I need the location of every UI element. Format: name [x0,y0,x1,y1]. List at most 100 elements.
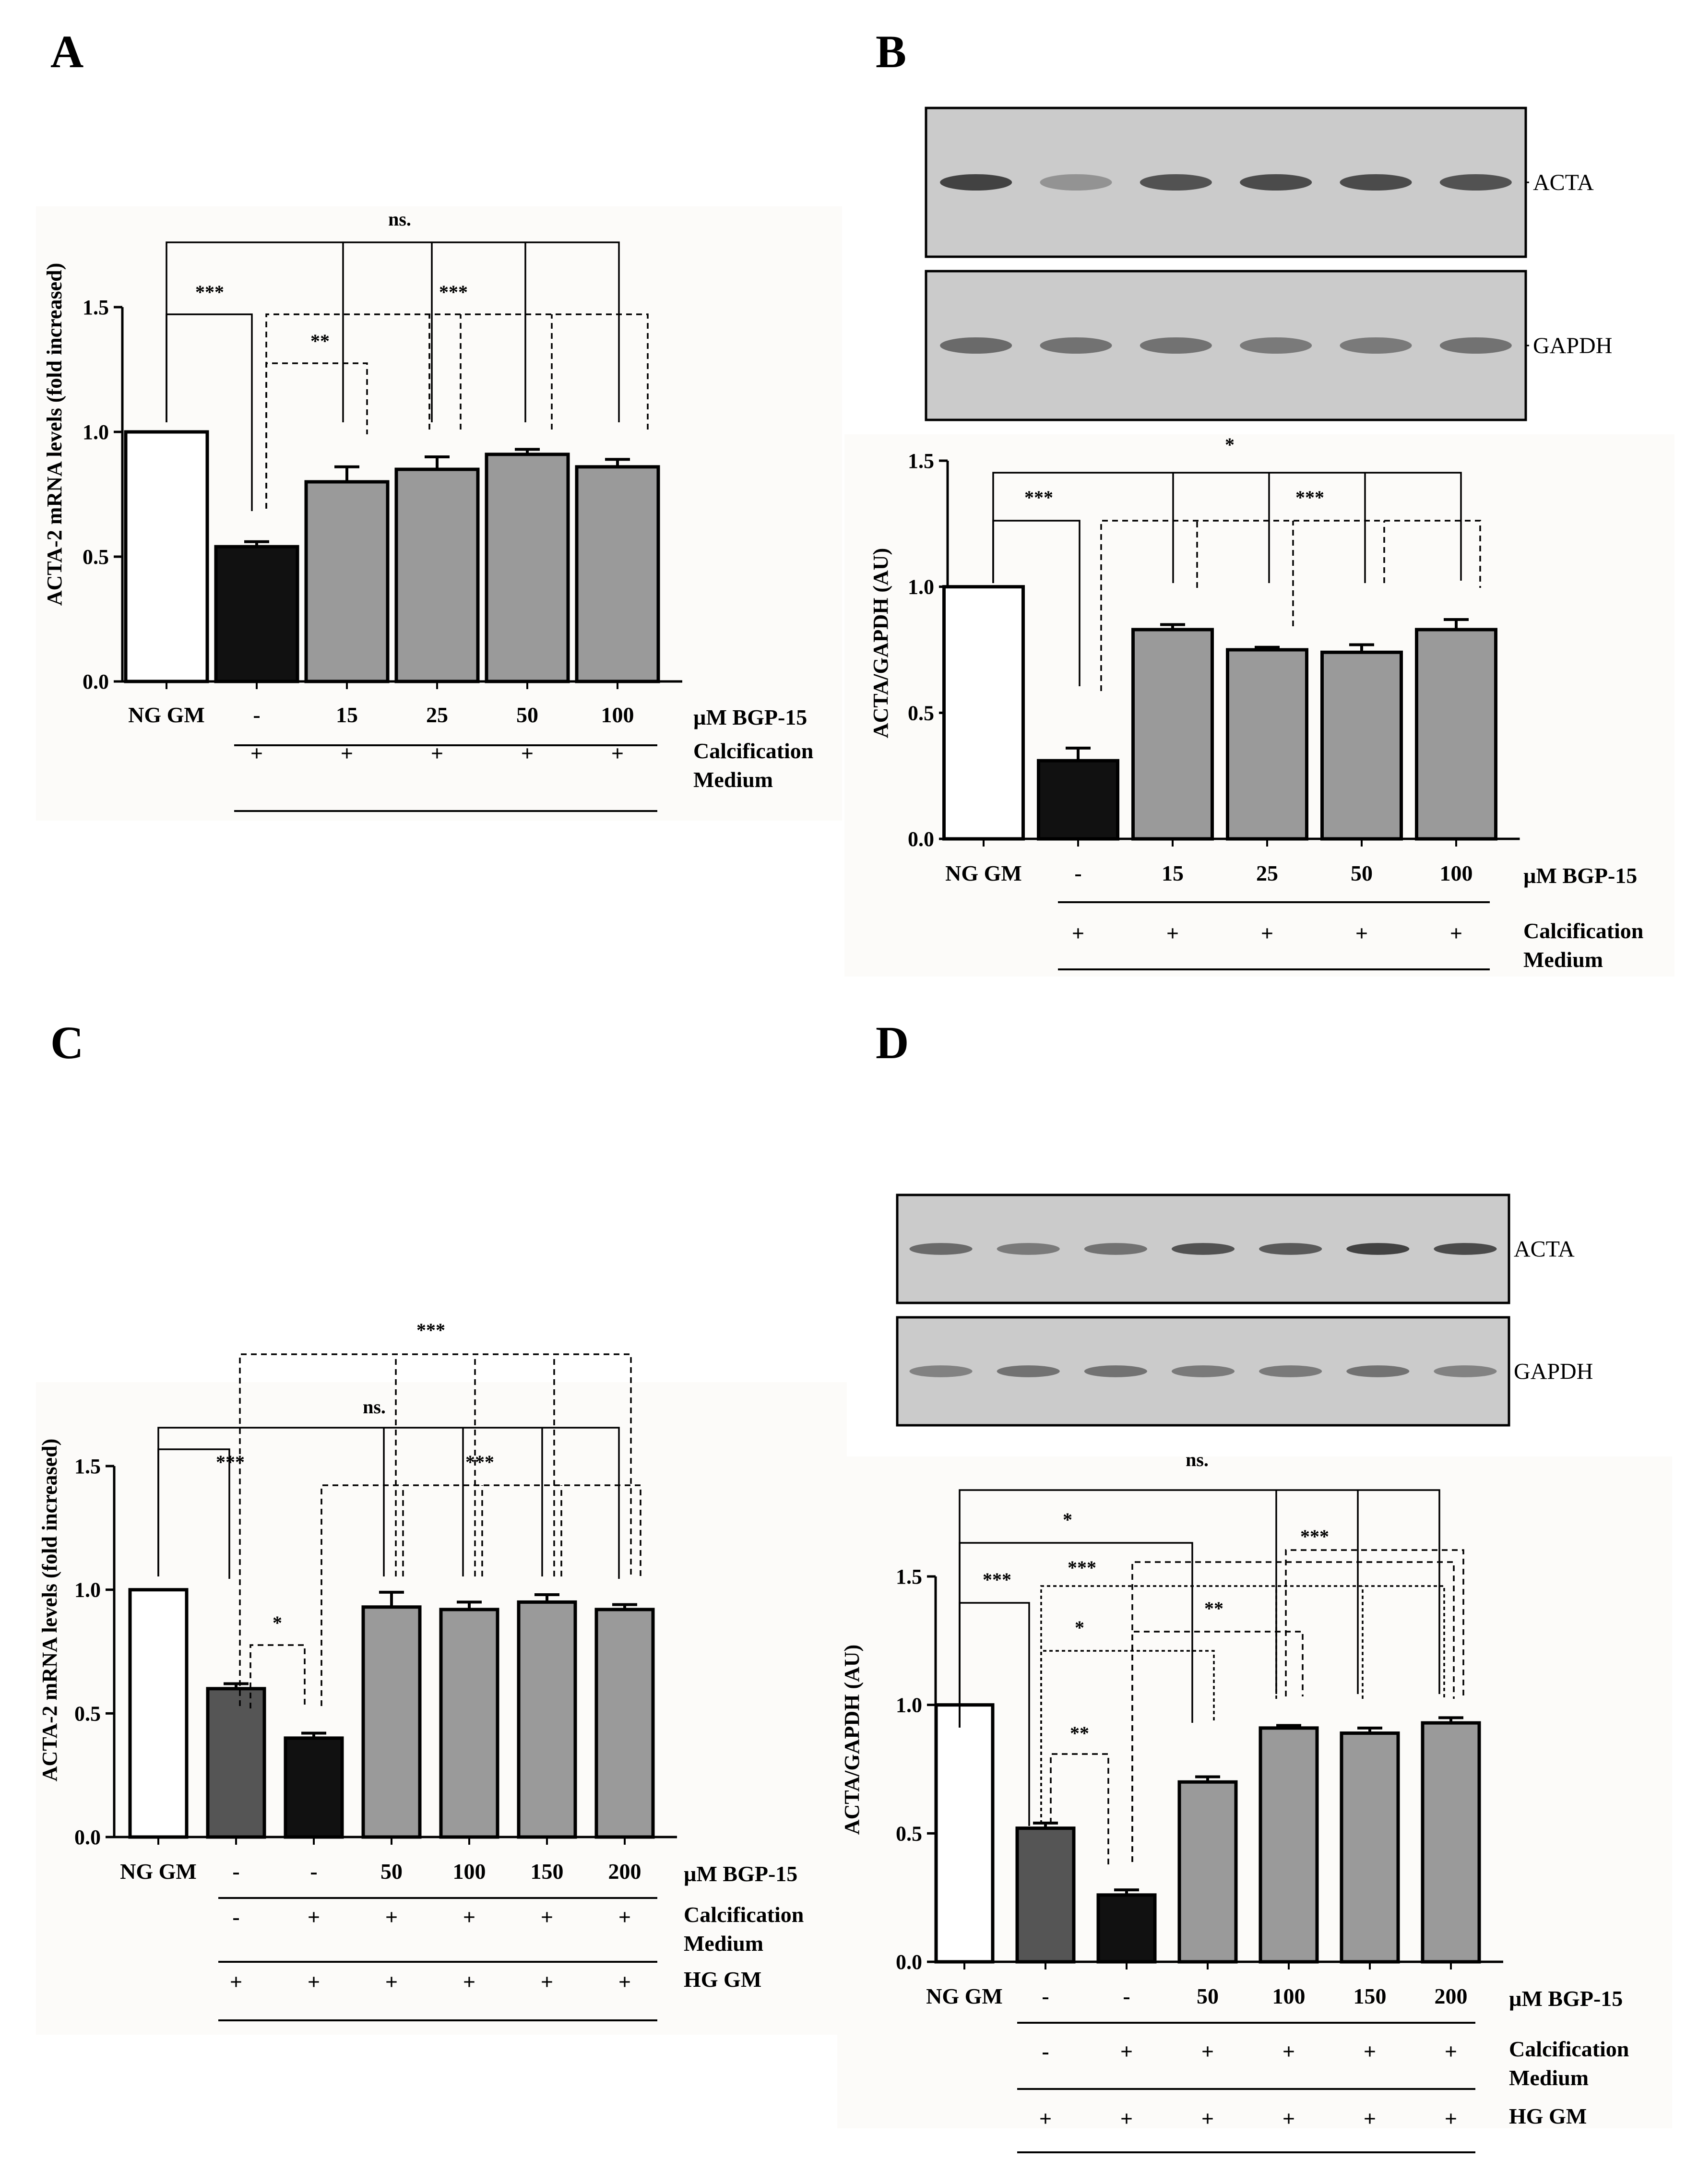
x-category-label: 15 [1162,861,1184,885]
sig-label: ns. [363,1396,386,1418]
treatment-label: µM BGP-15 [693,705,807,729]
condition-mark: + [611,741,624,765]
panel-letter-b: B [876,26,906,77]
panel-letter-a: A [50,26,83,77]
blot-band [1171,1365,1235,1377]
x-category-label: NG GM [128,703,205,727]
panel-c-y-label: ACTA-2 mRNA levels (fold increased) [38,1439,61,1782]
condition-mark: + [250,741,263,765]
blot-band [1140,174,1212,191]
y-tick-label: 0.5 [908,701,934,725]
blot-band [940,337,1012,354]
blot-band [1434,1243,1497,1255]
blot-band [997,1365,1060,1377]
bar [517,1600,577,1839]
band-label: GAPDH [1533,333,1612,358]
condition-row-label: HG GM [1509,2104,1587,2128]
bar [206,1687,266,1839]
condition-row-label: Calcification Medium [1523,919,1643,972]
sig-label: *** [1300,1526,1329,1547]
x-category-label: 100 [453,1859,486,1884]
condition-mark: + [1282,2106,1295,2131]
condition-mark: + [1120,2039,1133,2064]
x-category-label: 50 [380,1859,403,1884]
x-category-label: 25 [1256,861,1278,885]
blot-band [1340,337,1412,354]
blot-strip [925,107,1527,258]
band-label: ACTA [1514,1237,1575,1262]
condition-mark: + [1039,2106,1052,2131]
sig-label: ** [310,330,330,352]
condition-mark: + [1120,2106,1133,2131]
x-category-label: - [232,1859,239,1884]
y-tick-label: 0.0 [74,1826,101,1849]
panel-a-y-label: ACTA-2 mRNA levels (fold increased) [43,263,66,606]
blot-band [1171,1243,1235,1255]
x-category-label: - [1074,861,1081,885]
x-category-label: - [1123,1984,1130,2008]
panel-a-plot: 0.0 0.5 1.0 1.5 NG GM - 15 25 50 100 µM BGP-15 + + + +… [83,296,813,812]
sig-label: * [1063,1509,1072,1530]
panel-c-plot: 0.0 0.5 1.0 1.5 NG GM - - 50 100 150 200 µM BGP-15 -… [74,1455,804,2021]
x-category-label: NG GM [945,861,1022,885]
y-tick-label: 0.0 [908,827,934,851]
treatment-label: µM BGP-15 [684,1862,797,1886]
bar [1421,1721,1481,1964]
condition-row-label: Calcification Medium [1509,2037,1629,2090]
treatment-label: µM BGP-15 [1509,1986,1623,2011]
condition-mark: + [1445,2106,1457,2131]
condition-mark: + [308,1905,320,1929]
bar [1259,1726,1319,1964]
condition-mark: + [1072,921,1084,945]
bar [284,1736,344,1839]
blot-band [1346,1365,1410,1377]
condition-mark: + [431,741,443,765]
sig-label: *** [1295,487,1324,508]
condition-mark: + [1364,2106,1376,2131]
panel-a: A ACTA-2 mRNA levels (fold increased) 0.… [36,26,842,821]
blot-band [1084,1365,1147,1377]
y-tick-label: 0.5 [83,545,109,569]
x-category-label: NG GM [120,1859,197,1884]
condition-mark: + [1282,2039,1295,2064]
x-category-label: 50 [1351,861,1373,885]
bar [1037,759,1119,841]
blot-band [909,1243,973,1255]
x-category-label: 200 [608,1859,641,1884]
x-category-label: 100 [1440,861,1473,885]
blot-band [1084,1243,1147,1255]
condition-mark: - [1042,2039,1049,2064]
panel-b-y-label: ACTA/GAPDH (AU) [869,548,892,738]
y-tick-label: 0.0 [896,1950,922,1974]
blot-band [1346,1243,1410,1255]
x-category-label: - [253,703,260,727]
blot-band [1040,174,1112,191]
panel-b: B ACTA GAPDH ACTA/GAPDH (AU) 0.0 0.5 1.0 1.5… [844,26,1674,977]
condition-mark: + [230,1969,242,1994]
panel-letter-d: D [876,1017,909,1068]
bar [575,465,660,683]
sig-label: * [1225,434,1235,455]
panel-b-plot: 0.0 0.5 1.0 1.5 NG GM - 15 25 50 100 µM BGP-15 + + + +… [908,449,1643,972]
x-category-label: - [1042,1984,1049,2008]
condition-row-label: Calcification Medium [684,1902,804,1956]
condition-row-label: HG GM [684,1967,761,1992]
condition-mark: + [308,1969,320,1994]
sig-label: ns. [388,208,411,230]
bar [1015,1826,1076,1964]
x-category-label: 25 [426,703,448,727]
condition-mark: + [385,1969,398,1994]
panel-d-y-label: ACTA/GAPDH (AU) [840,1645,864,1835]
sig-label: *** [416,1319,445,1341]
condition-mark: + [385,1905,398,1929]
panel-d-significance [959,1489,1464,1864]
y-tick-label: 1.0 [896,1694,922,1717]
panel-d: D ACTA GAPDH ACTA/GAPDH (AU) 0.0 0.5 1.0 1.5… [837,1017,1672,2153]
condition-mark: - [232,1905,239,1929]
panel-d-significance-labels: ns. * *** *** *** * ** ** [983,1449,1329,1744]
western-blot-d: ACTA GAPDH [896,1193,1593,1427]
blot-band [940,174,1012,191]
y-tick-label: 1.5 [74,1455,101,1478]
condition-row-label: Calcification Medium [693,739,813,792]
blot-band [1040,337,1112,354]
